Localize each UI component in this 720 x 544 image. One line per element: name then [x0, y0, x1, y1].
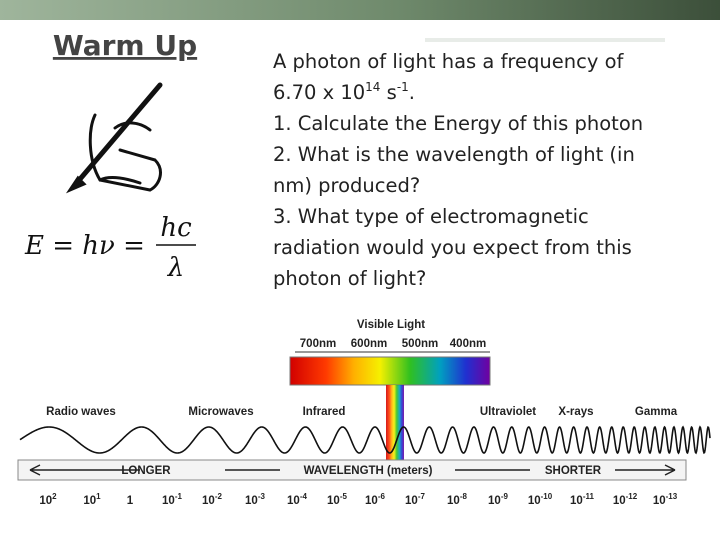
arrows [29, 464, 676, 476]
scale-base: 10 [162, 495, 175, 507]
scale-base: 10 [447, 495, 460, 507]
scale-exponent: -2 [215, 492, 223, 501]
visible-tick: 600nm [351, 338, 387, 350]
scale-base: 10 [570, 495, 583, 507]
scale-exponent: -6 [378, 492, 386, 501]
wave [19, 425, 711, 455]
scale-exponent: -11 [583, 492, 595, 501]
scale-base: 10 [327, 495, 340, 507]
scale-label: 10-10 [528, 492, 553, 507]
scale-exponent: -13 [666, 492, 678, 501]
scale-label: 10-5 [327, 492, 347, 507]
scale-base: 10 [405, 495, 418, 507]
scale-exponent: -4 [300, 492, 308, 501]
scale-label: 10-4 [287, 492, 307, 507]
scale-label: 10-8 [447, 492, 467, 507]
band-label: Infrared [303, 406, 346, 418]
top-bar [0, 0, 720, 20]
text: . [409, 81, 415, 104]
scale-base: 10 [39, 495, 52, 507]
band-label: Ultraviolet [480, 406, 536, 418]
scale-label: 10-9 [488, 492, 508, 507]
visible-tick: 500nm [402, 338, 438, 350]
scale-exponent: -5 [340, 492, 348, 501]
scale-base: 1 [127, 495, 134, 507]
scale-label: 1 [127, 495, 134, 507]
text: s [380, 81, 396, 104]
formula-denominator: λ [167, 253, 184, 283]
scale-exponent: -1 [175, 492, 183, 501]
visible-tick: 700nm [300, 338, 336, 350]
scale-exponent: 1 [96, 492, 101, 501]
question-line: 2. What is the wavelength of light (in [273, 143, 635, 166]
scale-label: 102 [39, 492, 57, 507]
scale-base: 10 [202, 495, 215, 507]
light-beam [386, 385, 404, 460]
scale-label: 10-11 [570, 492, 594, 507]
wavelength-bar [17, 459, 687, 481]
question-line: 1. Calculate the Energy of this photon [273, 112, 643, 135]
scale-label: 10-1 [162, 492, 182, 507]
scale-base: 10 [528, 495, 541, 507]
scale-label: 101 [83, 492, 101, 507]
formula-numerator: hc [160, 213, 192, 243]
formula-left: E = hν = [24, 231, 145, 261]
band-label: Microwaves [188, 406, 253, 418]
prompt: A photon of light has a frequency of 6.7… [273, 50, 643, 290]
scale-exponent: -12 [626, 492, 638, 501]
scale-base: 10 [613, 495, 626, 507]
text: 6.70 x 10 [273, 81, 365, 104]
scale-exponent: -9 [501, 492, 509, 501]
scale-label: 10-2 [202, 492, 222, 507]
band-label: Radio waves [46, 406, 116, 418]
visible-tick: 400nm [450, 338, 486, 350]
spectrum-diagram: Visible Light 700nm 600nm 500nm 400nm Radio w… [17, 319, 711, 507]
question-line: 3. What type of electromagnetic [273, 205, 589, 228]
scale-exponent: -10 [541, 492, 553, 501]
scale-base: 10 [488, 495, 501, 507]
scale-exponent: 2 [52, 492, 57, 501]
scale-label: 10-12 [613, 492, 638, 507]
visible-title: Visible Light [357, 319, 425, 331]
superscript: 14 [365, 80, 380, 94]
scale-base: 10 [245, 495, 258, 507]
prompt-line: A photon of light has a frequency of [273, 50, 624, 73]
scale-base: 10 [365, 495, 378, 507]
band-label: Gamma [635, 406, 678, 418]
superscript: -1 [397, 80, 409, 94]
scale-label: 10-7 [405, 492, 425, 507]
prompt-line: 6.70 x 1014 s-1. [273, 80, 415, 104]
arrow-label: SHORTER [545, 465, 602, 477]
arrow-label: LONGER [121, 465, 171, 477]
accent-line [425, 38, 665, 42]
question-line: photon of light? [273, 267, 426, 290]
visible-bar [289, 356, 491, 386]
scale-label: 10-3 [245, 492, 265, 507]
scale-exponent: -8 [460, 492, 468, 501]
question-line: nm) produced? [273, 174, 420, 197]
scale-base: 10 [287, 495, 300, 507]
arrow-label: WAVELENGTH (meters) [304, 465, 433, 477]
scale-base: 10 [653, 495, 666, 507]
energy-formula: E = hν = hc λ [24, 213, 196, 283]
question-line: radiation would you expect from this [273, 236, 632, 259]
scale-exponent: -3 [258, 492, 266, 501]
slide-title: Warm Up [53, 29, 197, 62]
scale-exponent: -7 [418, 492, 426, 501]
scale-label: 10-13 [653, 492, 678, 507]
scale-base: 10 [83, 495, 96, 507]
band-label: X-rays [558, 406, 593, 418]
pencil-hand-icon [65, 82, 163, 194]
scale-label: 10-6 [365, 492, 385, 507]
